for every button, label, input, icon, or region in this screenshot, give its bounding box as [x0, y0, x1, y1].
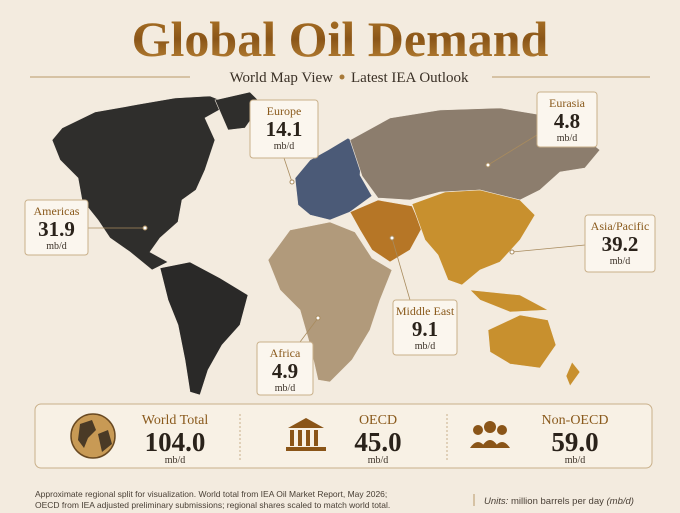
- summary-value: 45.0: [354, 427, 401, 457]
- region-value: 14.1: [266, 117, 303, 141]
- connector: [511, 244, 586, 253]
- connector: [283, 157, 293, 183]
- region-unit: mb/d: [275, 383, 296, 394]
- callout-connectors: [88, 134, 586, 343]
- south-america: [159, 261, 249, 396]
- region-name: Eurasia: [549, 96, 586, 110]
- connector-dot: [315, 315, 321, 321]
- summary-unit: mb/d: [565, 455, 586, 466]
- region-name: Europe: [267, 104, 302, 118]
- north-america: [51, 95, 231, 271]
- separator-dot: [339, 74, 345, 80]
- summary-panel: [34, 403, 653, 469]
- subtitle: World Map View: [230, 70, 334, 86]
- units-note: Units: million barrels per day (mb/d): [484, 496, 634, 507]
- summary-unit: mb/d: [165, 455, 186, 466]
- callout-box: [249, 99, 319, 159]
- connector-dot: [485, 162, 491, 168]
- connector-dot: [389, 235, 395, 241]
- callout-box: [392, 299, 458, 356]
- building-icon: [286, 418, 326, 451]
- summary-name: Non-OECD: [542, 413, 609, 428]
- summary: World Total104.0mb/dOECD45.0mb/dNon-OECD…: [142, 413, 609, 466]
- callout-box: [24, 199, 89, 256]
- islands: [469, 289, 550, 313]
- connector-dot: [509, 249, 515, 255]
- middle-east: [349, 199, 423, 263]
- region-value: 4.9: [272, 359, 298, 383]
- people-icon: [470, 421, 510, 448]
- region-name: Africa: [270, 346, 301, 360]
- units-label: Units:: [484, 496, 509, 507]
- region-name: Middle East: [396, 304, 455, 318]
- australia: [487, 314, 557, 369]
- region-unit: mb/d: [610, 256, 631, 267]
- connector: [487, 134, 538, 166]
- connector-dot: [142, 225, 148, 231]
- region-name: Americas: [34, 204, 80, 218]
- globe-icon: [70, 413, 116, 459]
- summary-name: World Total: [142, 413, 209, 428]
- region-unit: mb/d: [557, 133, 578, 144]
- callout-box: [536, 91, 598, 148]
- region-unit: mb/d: [274, 141, 295, 152]
- world-map: [51, 91, 601, 396]
- region-value: 9.1: [412, 317, 438, 341]
- callout-box: [256, 341, 314, 396]
- units-text: million barrels per day: [511, 496, 604, 507]
- region-name: Asia/Pacific: [591, 219, 650, 233]
- region-unit: mb/d: [415, 341, 436, 352]
- footnote: OECD from IEA adjusted preliminary submi…: [35, 500, 390, 510]
- summary-unit: mb/d: [368, 455, 389, 466]
- region-value: 39.2: [602, 232, 639, 256]
- summary-value: 104.0: [145, 427, 206, 457]
- units-abbr: (mb/d): [607, 496, 634, 507]
- footnote: Approximate regional split for visualiza…: [35, 489, 387, 499]
- callout-box: [584, 214, 656, 273]
- summary-name: OECD: [359, 413, 397, 428]
- region-value: 4.8: [554, 109, 580, 133]
- summary-value: 59.0: [551, 427, 598, 457]
- connector: [299, 317, 319, 343]
- asia-pacific: [411, 189, 536, 286]
- title: Global Oil Demand: [132, 11, 549, 67]
- region-value: 31.9: [38, 217, 75, 241]
- region-unit: mb/d: [46, 241, 67, 252]
- africa: [267, 221, 393, 383]
- connector-dot: [289, 179, 295, 185]
- subtitle: Latest IEA Outlook: [351, 70, 469, 86]
- connector: [391, 237, 411, 301]
- new-zealand: [565, 361, 581, 387]
- callouts: Europe14.1mb/dEurasia4.8mb/dAmericas31.9…: [24, 91, 656, 396]
